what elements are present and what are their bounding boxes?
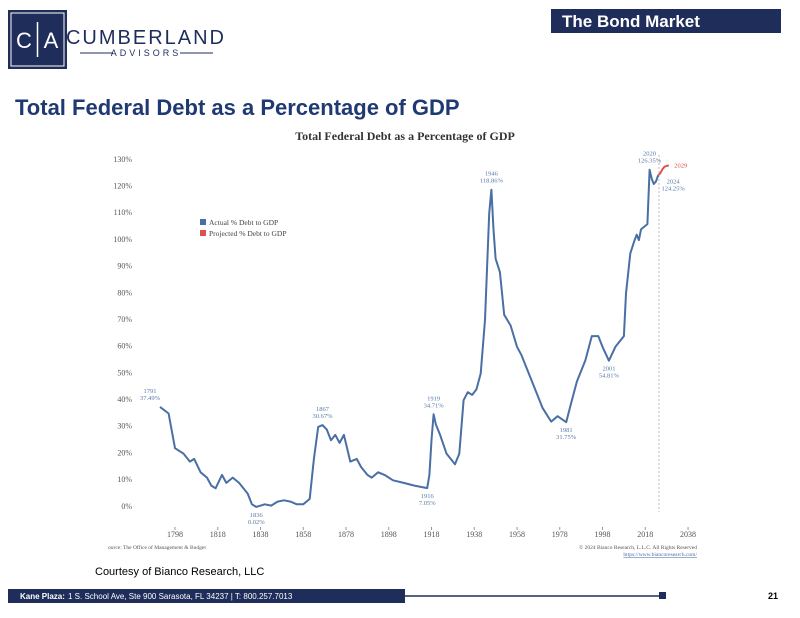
x-tick-label: 2038: [680, 530, 696, 539]
x-tick-label: 1858: [295, 530, 311, 539]
x-tick-label: 1938: [466, 530, 482, 539]
legend-label: Projected % Debt to GDP: [209, 229, 287, 238]
page-number: 21: [768, 591, 778, 601]
legend-swatch: [200, 219, 206, 225]
courtesy: Courtesy of Bianco Research, LLC: [95, 566, 264, 578]
annotation-year: 1836: [250, 512, 264, 519]
annotation-value: 30.67%: [312, 413, 333, 420]
series-line: [657, 164, 670, 177]
annotation-year: 1916: [421, 493, 435, 500]
section-box: [551, 9, 781, 33]
legend-swatch: [200, 230, 206, 236]
y-tick-label: 100%: [113, 235, 132, 244]
url: https://www.biancoresearch.com/: [623, 552, 697, 558]
x-tick-label: 1958: [509, 530, 525, 539]
annotation-year: 2024: [667, 178, 681, 185]
slide-title: Total Federal Debt as a Percentage of GD…: [15, 95, 460, 120]
chart-title: Total Federal Debt as a Percentage of GD…: [295, 129, 515, 143]
annotation-value: 7.05%: [419, 500, 436, 507]
y-tick-label: 120%: [113, 182, 132, 191]
annotation-year: 2020: [643, 151, 656, 158]
y-tick-label: 0%: [121, 502, 132, 511]
annotation-year: 1946: [485, 171, 499, 178]
annotation-value: 124.25%: [661, 185, 685, 192]
annotation-value: 126.35%: [638, 158, 662, 165]
logo-left: C: [16, 28, 32, 53]
y-tick-label: 40%: [117, 395, 132, 404]
series-line: [159, 168, 660, 508]
copyright: © 2024 Bianco Research, L.L.C. All Right…: [579, 544, 697, 551]
sub-brand: ADVISORS: [111, 48, 182, 58]
y-tick-label: 60%: [117, 342, 132, 351]
annotation-year: 1981: [560, 427, 573, 434]
annotation-year: 1867: [316, 406, 330, 413]
y-tick-label: 10%: [117, 475, 132, 484]
y-tick-label: 110%: [114, 208, 133, 217]
annotation-year: 2029: [674, 162, 687, 169]
x-tick-label: 1798: [167, 530, 183, 539]
annotation-value: 0.02%: [248, 519, 265, 526]
annotation-year: 2001: [602, 366, 615, 373]
brand: CUMBERLAND: [66, 27, 226, 49]
source: ource: The Office of Management & Budget: [108, 544, 206, 551]
x-tick-label: 1878: [338, 530, 354, 539]
footer-bar: [8, 589, 405, 603]
y-tick-label: 80%: [117, 288, 132, 297]
footer-address: 1 S. School Ave, Ste 900 Sarasota, FL 34…: [68, 592, 293, 601]
y-tick-label: 90%: [117, 262, 132, 271]
annotation-value: 37.49%: [140, 395, 161, 402]
x-tick-label: 1918: [424, 530, 440, 539]
section-label: The Bond Market: [562, 12, 700, 31]
logo-border: [10, 12, 65, 67]
x-tick-label: 1898: [381, 530, 397, 539]
y-tick-label: 20%: [117, 448, 132, 457]
x-tick-label: 1838: [252, 530, 268, 539]
annotation-value: 34.71%: [424, 402, 445, 409]
annotation-value: 54.81%: [599, 373, 620, 380]
annotation-year: 1791: [144, 388, 157, 395]
footer-square: [659, 592, 666, 599]
x-tick-label: 1818: [210, 530, 226, 539]
y-tick-label: 130%: [113, 155, 132, 164]
y-tick-label: 30%: [117, 422, 132, 431]
footer-location: Kane Plaza:: [20, 592, 65, 601]
y-tick-label: 50%: [117, 368, 132, 377]
y-tick-label: 70%: [117, 315, 132, 324]
logo-right: A: [44, 28, 59, 53]
annotation-value: 118.86%: [480, 178, 504, 185]
x-tick-label: 2018: [637, 530, 653, 539]
annotation-year: 1919: [427, 395, 440, 402]
x-tick-label: 1978: [552, 530, 568, 539]
annotation-value: 31.75%: [556, 434, 577, 441]
legend-label: Actual % Debt to GDP: [209, 218, 278, 227]
x-tick-label: 1998: [595, 530, 611, 539]
